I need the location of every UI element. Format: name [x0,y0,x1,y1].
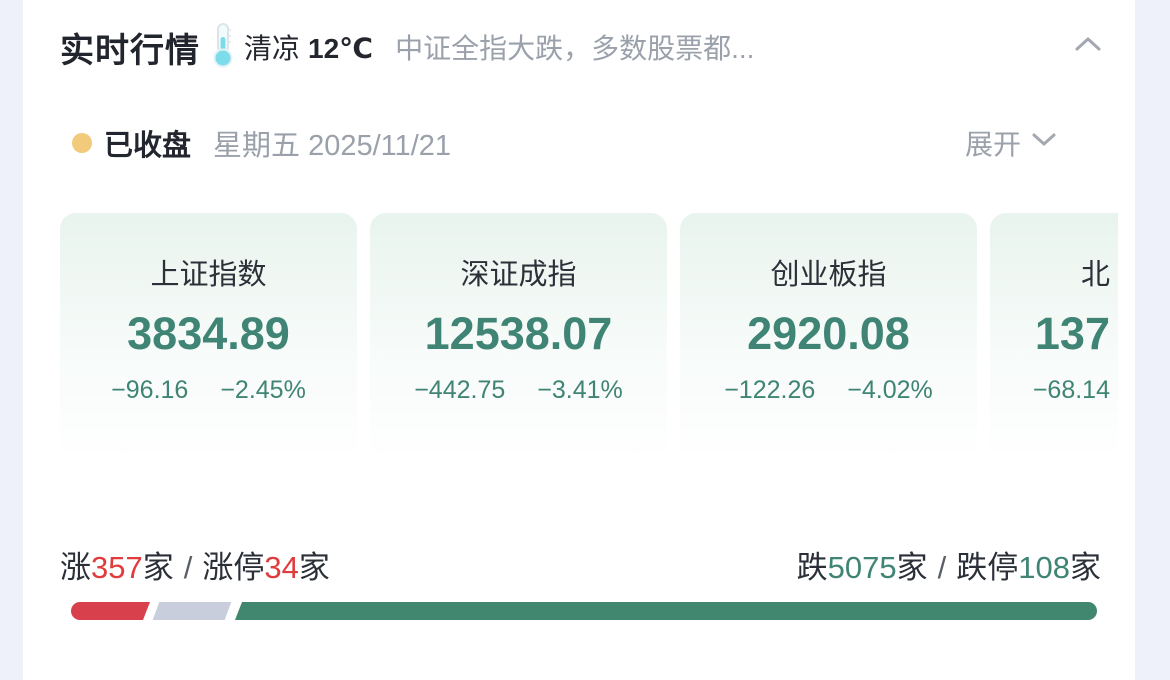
market-state: 已收盘 [104,129,192,162]
news-headline[interactable]: 中证全指大跌，多数股票都... [395,33,755,64]
down-label: 跌 [796,549,828,585]
advancers-stats: 涨357家 / 涨停34家 [60,542,330,587]
market-breadth-bar [71,602,1097,620]
change-amount: −122.26 [724,376,816,404]
down-suffix: 家 [896,549,928,585]
limit-up-count: 34 [264,549,299,585]
change-percent: −2.45% [220,376,306,404]
change-amount: −442.75 [414,376,506,404]
index-name: 创业板指 [770,259,887,291]
index-cards: 上证指数 3834.89 −96.16 −2.45% 深证成指 12538.07 … [60,213,1118,463]
index-card-shenzhen[interactable]: 深证成指 12538.07 −442.75 −3.41% [370,213,667,463]
change-amount: −96.16 [111,376,189,404]
chevron-up-icon [1073,35,1103,60]
index-card-chinext[interactable]: 创业板指 2920.08 −122.26 −4.02% [680,213,977,463]
index-name: 北 [1080,259,1110,291]
change-percent: −4.02% [847,376,933,404]
index-name: 上证指数 [150,259,267,291]
thermometer-icon [208,21,238,74]
index-change: −96.16 −2.45% [111,376,306,405]
market-status-dot-icon [72,132,92,153]
chevron-down-icon [1021,131,1057,154]
up-count: 357 [91,549,143,585]
up-suffix: 家 [142,549,174,585]
weather-label: 清凉 [244,33,301,64]
decliners-stats: 跌5075家 / 跌停108家 [797,542,1101,587]
expand-button[interactable]: 展开 [965,123,1057,163]
breadth-bar-flat-segment [152,602,232,620]
header: 实时行情 清凉 12℃ 中证全指大跌，多数股票都... [60,22,1115,72]
breadth-stats: 涨357家 / 涨停34家 跌5075家 / 跌停108家 [60,540,1122,588]
down-count: 5075 [827,549,897,585]
index-card-shanghai[interactable]: 上证指数 3834.89 −96.16 −2.45% [60,213,357,463]
collapse-button[interactable] [1073,35,1103,60]
market-date: 星期五 2025/11/21 [213,129,452,162]
index-value: 3834.89 [127,308,290,359]
change-percent: −3.41% [537,376,623,404]
limit-up-suffix: 家 [298,549,330,585]
page-title: 实时行情 [60,31,200,70]
separator: / [183,549,193,585]
change-amount: −68.14 [1032,376,1110,404]
limit-up-label: 涨停 [202,549,265,585]
index-name: 深证成指 [460,259,577,291]
expand-label: 展开 [964,128,1021,160]
index-value: 137 [1034,308,1110,359]
up-label: 涨 [60,549,91,585]
temperature: 12℃ [308,33,374,64]
limit-down-count: 108 [1018,549,1070,585]
breadth-bar-down-segment [235,602,1097,620]
index-change: −442.75 −3.41% [414,376,623,405]
status-row: 已收盘 星期五 2025/11/21 展开 [60,120,1115,165]
limit-down-suffix: 家 [1070,549,1101,585]
index-change: −122.26 −4.02% [724,376,933,405]
weather: 清凉 12℃ [244,27,373,67]
limit-down-label: 跌停 [956,549,1019,585]
index-change: −68.14 [1033,376,1110,405]
index-value: 12538.07 [424,308,613,359]
separator: / [937,549,947,585]
breadth-bar-up-segment [71,602,150,620]
index-card-beijing-clipped[interactable]: 北 137 −68.14 [990,213,1118,463]
index-value: 2920.08 [747,308,910,359]
market-panel: 实时行情 清凉 12℃ 中证全指大跌，多数股票都... 已收盘 [23,0,1135,680]
